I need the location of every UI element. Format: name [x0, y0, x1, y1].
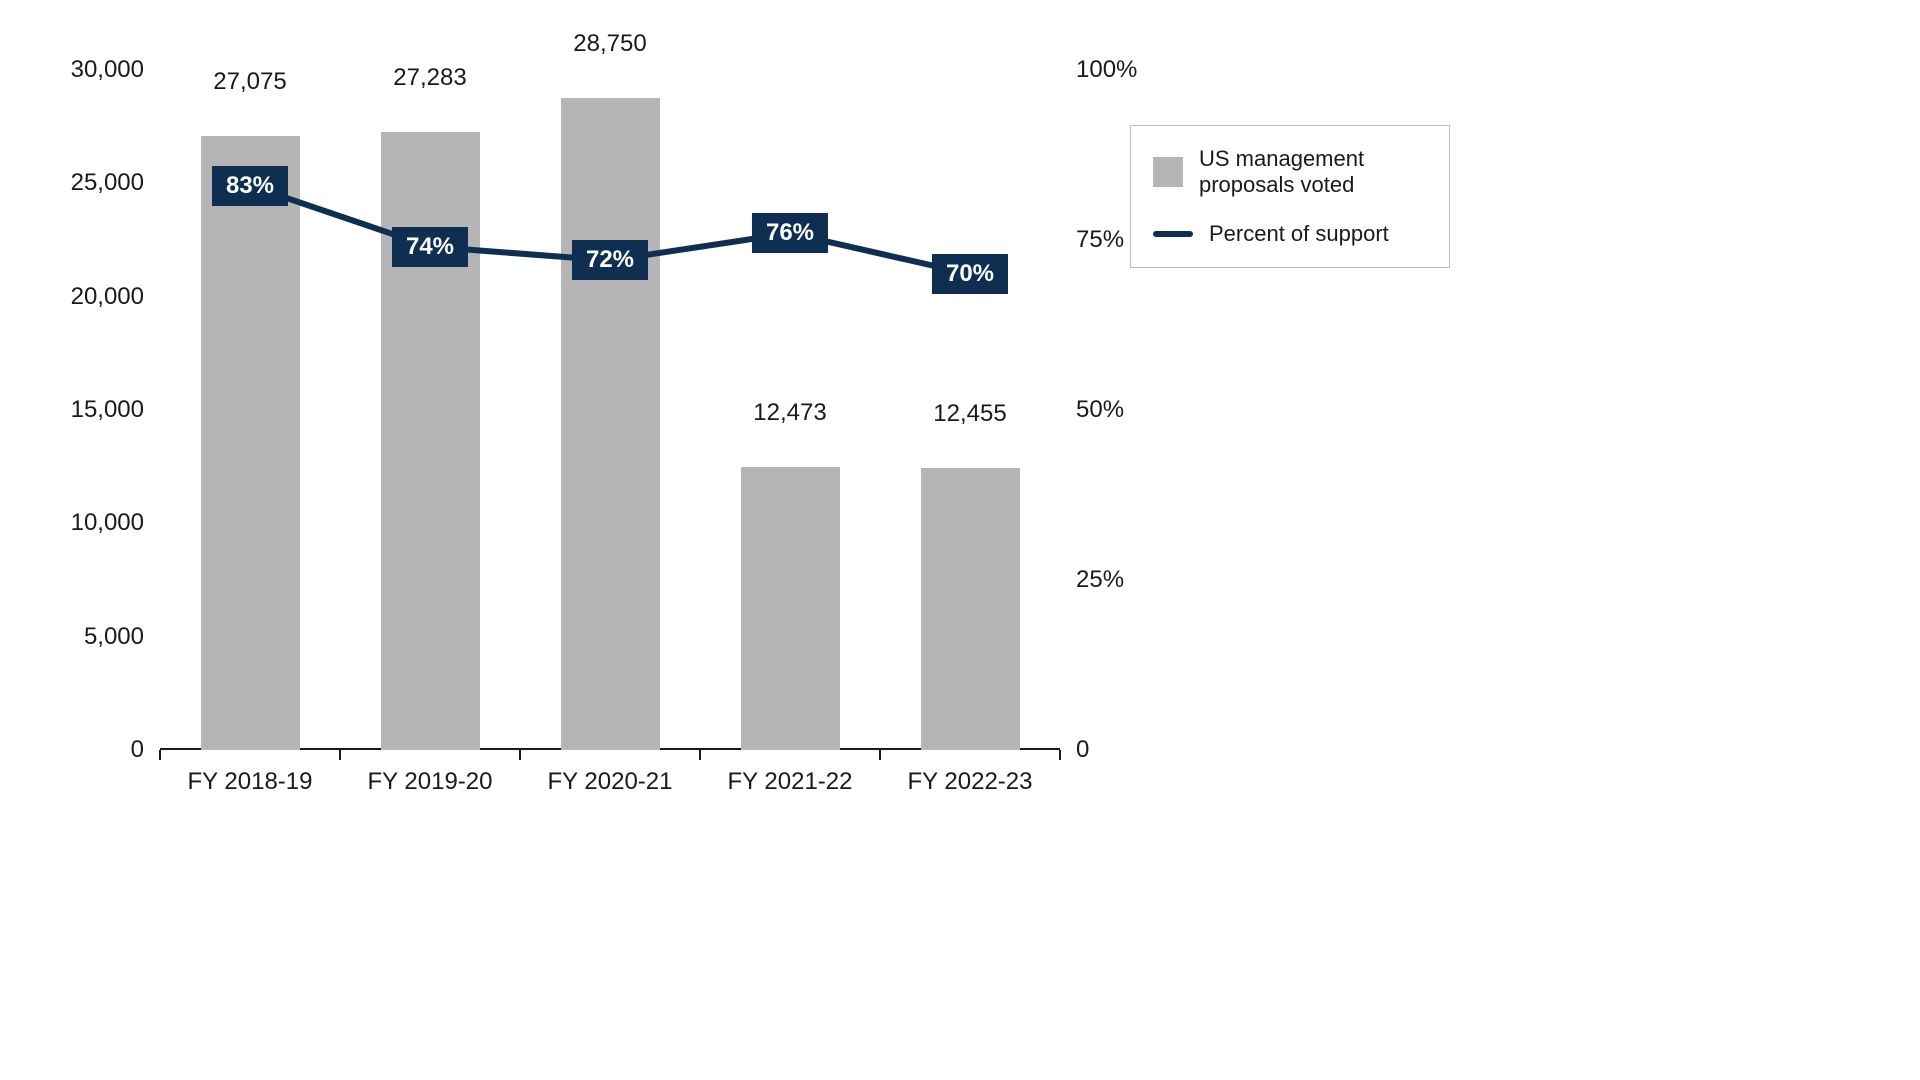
y-right-tick-label: 50%	[1076, 396, 1124, 424]
legend-label-bars: US management proposals voted	[1199, 146, 1427, 199]
bar-value-label: 28,750	[573, 30, 646, 64]
x-category-label: FY 2018-19	[188, 768, 313, 796]
y-left-tick-label: 0	[131, 736, 144, 764]
legend-swatch-bar	[1153, 157, 1183, 187]
legend-swatch-line	[1153, 231, 1193, 237]
chart-container: 0 5,000 10,000 15,000 20,000 25,000 30,000 0 25%…	[40, 40, 1520, 870]
legend: US management proposals voted Percent of…	[1130, 125, 1450, 268]
y-left-tick-label: 30,000	[71, 56, 144, 84]
x-category-label: FY 2020-21	[548, 768, 673, 796]
legend-item-line: Percent of support	[1153, 221, 1427, 247]
x-tick	[1059, 750, 1061, 760]
percent-badge: 83%	[212, 166, 288, 206]
y-left-tick-label: 5,000	[84, 623, 144, 651]
y-right-tick-label: 0	[1076, 736, 1089, 764]
percent-badge: 76%	[752, 213, 828, 253]
y-right-tick-label: 100%	[1076, 56, 1137, 84]
x-tick	[879, 750, 881, 760]
legend-label-line: Percent of support	[1209, 221, 1389, 247]
line-series	[160, 70, 1060, 750]
y-left-tick-label: 10,000	[71, 509, 144, 537]
x-tick	[519, 750, 521, 760]
percent-badge: 70%	[932, 254, 1008, 294]
y-left-tick-label: 20,000	[71, 283, 144, 311]
x-tick	[159, 750, 161, 760]
x-tick	[699, 750, 701, 760]
percent-badge: 72%	[572, 240, 648, 280]
plot-area: 05,00010,00015,00020,00025,00030,000025%…	[160, 70, 1060, 750]
x-category-label: FY 2019-20	[368, 768, 493, 796]
y-right-tick-label: 25%	[1076, 566, 1124, 594]
x-tick	[339, 750, 341, 760]
y-left-tick-label: 15,000	[71, 396, 144, 424]
y-left-tick-label: 25,000	[71, 169, 144, 197]
y-right-tick-label: 75%	[1076, 226, 1124, 254]
percent-badge: 74%	[392, 227, 468, 267]
x-category-label: FY 2021-22	[728, 768, 853, 796]
x-category-label: FY 2022-23	[908, 768, 1033, 796]
legend-item-bars: US management proposals voted	[1153, 146, 1427, 199]
